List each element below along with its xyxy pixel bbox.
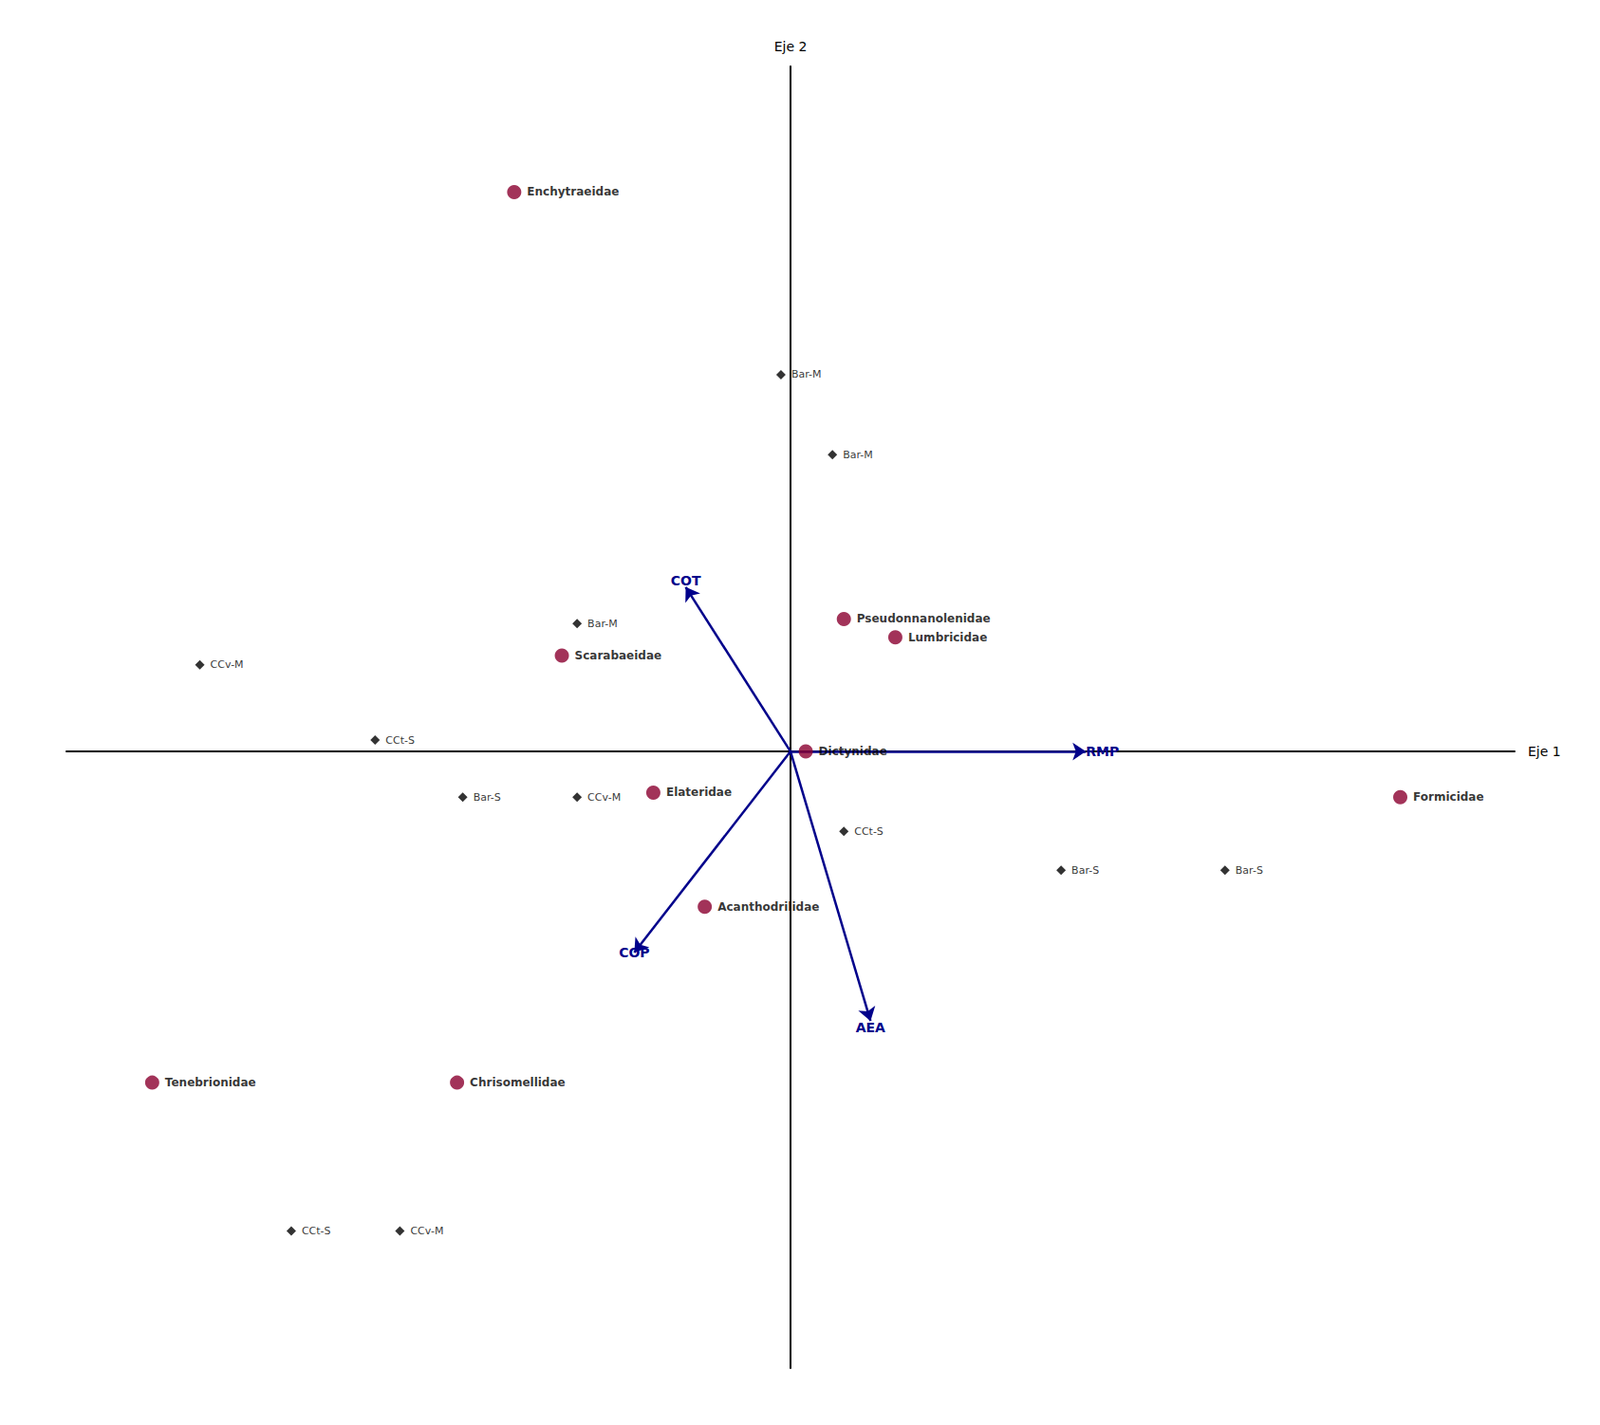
svg-text:Eje 2: Eje 2 — [774, 38, 808, 55]
svg-text:AEA: AEA — [855, 1020, 886, 1036]
svg-text:Acanthodrilidae: Acanthodrilidae — [717, 900, 819, 914]
svg-text:Bar-S: Bar-S — [1071, 864, 1099, 877]
svg-text:Bar-M: Bar-M — [587, 617, 618, 631]
svg-text:COT: COT — [670, 573, 702, 589]
svg-text:Chrisomellidae: Chrisomellidae — [469, 1076, 566, 1090]
svg-text:COP: COP — [618, 945, 650, 961]
svg-text:Enchytraeidae: Enchytraeidae — [526, 185, 619, 199]
svg-text:Bar-S: Bar-S — [1235, 864, 1264, 877]
svg-text:Scarabaeidae: Scarabaeidae — [575, 649, 663, 663]
svg-text:Bar-S: Bar-S — [473, 791, 502, 804]
svg-text:Dictynidae: Dictynidae — [818, 744, 888, 759]
svg-text:Eje 1: Eje 1 — [1527, 744, 1562, 760]
svg-text:Formicidae: Formicidae — [1413, 790, 1485, 804]
svg-text:CCv-M: CCv-M — [409, 1225, 444, 1238]
svg-text:Bar-M: Bar-M — [791, 368, 822, 381]
svg-text:Elateridae: Elateridae — [666, 785, 732, 800]
svg-text:CCt-S: CCt-S — [385, 734, 415, 747]
svg-text:Pseudonnanolenidae: Pseudonnanolenidae — [856, 612, 991, 626]
svg-text:CCv-M: CCv-M — [587, 791, 621, 804]
svg-text:CCv-M: CCv-M — [210, 658, 244, 671]
svg-text:CCt-S: CCt-S — [854, 825, 884, 838]
svg-text:RMP: RMP — [1085, 744, 1119, 760]
svg-text:Lumbricidae: Lumbricidae — [908, 631, 987, 645]
svg-text:Tenebrionidae: Tenebrionidae — [165, 1076, 257, 1090]
svg-text:Bar-M: Bar-M — [842, 448, 874, 462]
svg-text:CCt-S: CCt-S — [301, 1225, 332, 1238]
